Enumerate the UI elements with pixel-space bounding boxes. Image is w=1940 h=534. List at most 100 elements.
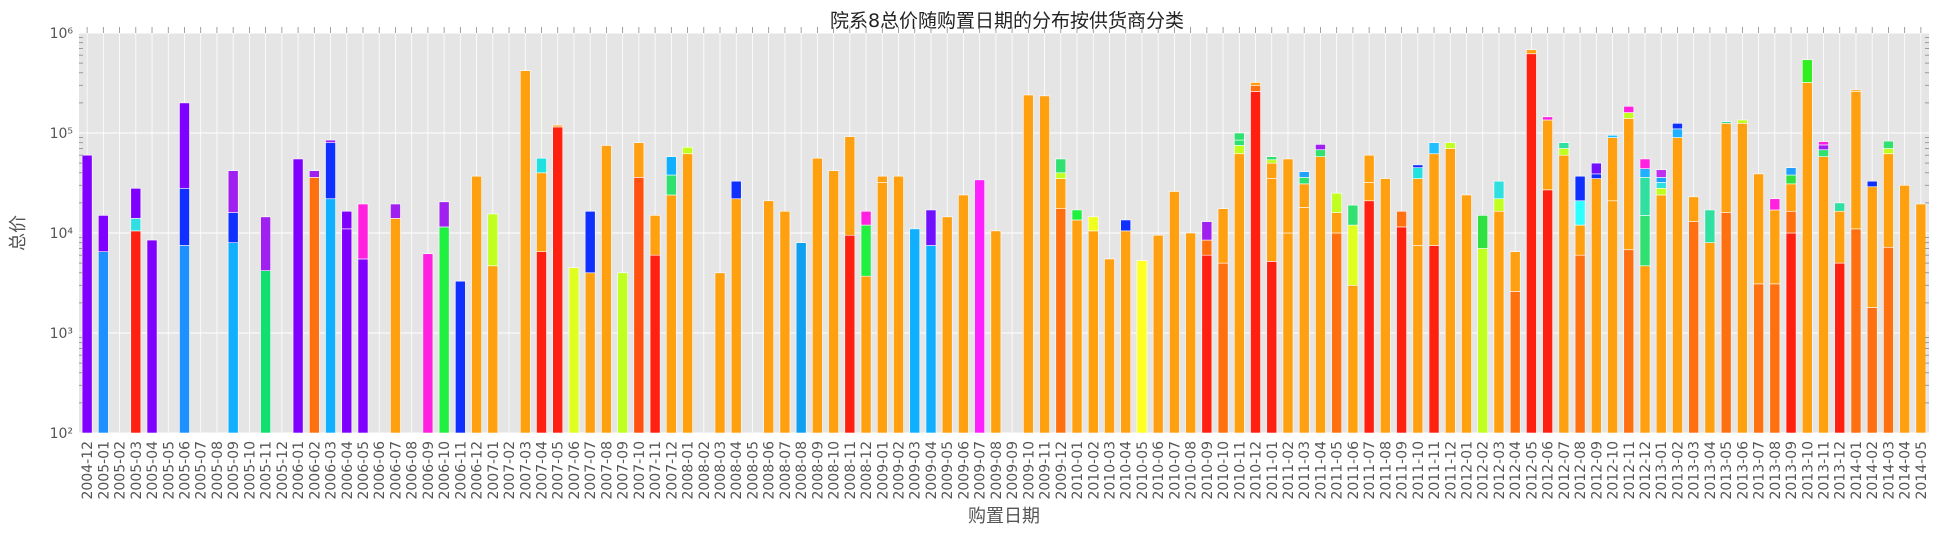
bar-segment bbox=[1672, 123, 1683, 130]
bar-segment bbox=[341, 210, 353, 230]
bar-segment bbox=[1298, 207, 1310, 434]
x-tick-label: 2006-04 bbox=[340, 441, 356, 500]
bar-segment bbox=[633, 177, 645, 434]
bar-segment bbox=[665, 174, 677, 196]
x-tick-label: 2008-01 bbox=[681, 441, 697, 500]
bar-segment bbox=[487, 213, 499, 267]
bar-segment bbox=[552, 124, 564, 128]
bar-segment bbox=[665, 194, 677, 434]
x-tick-label: 2006-09 bbox=[421, 441, 437, 500]
bar-segment bbox=[925, 245, 937, 434]
bar-segment bbox=[1315, 156, 1326, 434]
bar-segment bbox=[1055, 158, 1067, 174]
bar-segment bbox=[1169, 191, 1180, 434]
bar-segment bbox=[438, 201, 450, 228]
bar-segment bbox=[1623, 105, 1635, 113]
bar-segment bbox=[1477, 215, 1489, 249]
bar-segment bbox=[1509, 251, 1521, 292]
bar-segment bbox=[1818, 144, 1829, 151]
bar-segment bbox=[1558, 142, 1570, 149]
x-tick-label: 2007-10 bbox=[632, 441, 648, 500]
bar-segment bbox=[1785, 183, 1797, 212]
bar-segment bbox=[536, 251, 547, 434]
bar-segment bbox=[1720, 121, 1732, 124]
x-tick-label: 2010-07 bbox=[1167, 441, 1183, 500]
x-tick-label: 2005-05 bbox=[161, 441, 177, 500]
bar-segment bbox=[682, 153, 693, 434]
bar-segment bbox=[584, 210, 596, 274]
bar-segment bbox=[1785, 174, 1797, 185]
x-tick-label: 2009-04 bbox=[924, 441, 940, 500]
x-tick-label: 2013-09 bbox=[1784, 441, 1800, 500]
x-tick-label: 2008-12 bbox=[859, 441, 875, 500]
x-tick-label: 2007-07 bbox=[583, 441, 599, 500]
bar-segment bbox=[1737, 119, 1748, 124]
x-tick-label: 2009-01 bbox=[875, 441, 891, 500]
x-tick-label: 2010-06 bbox=[1151, 441, 1167, 500]
bar-segment bbox=[1655, 182, 1667, 189]
x-tick-label: 2012-06 bbox=[1541, 441, 1557, 500]
bar-segment bbox=[1558, 148, 1570, 156]
bar-segment bbox=[1623, 118, 1635, 251]
bar-segment bbox=[1915, 203, 1927, 434]
x-tick-label: 2013-11 bbox=[1817, 441, 1833, 500]
bar-segment bbox=[1233, 132, 1245, 141]
x-tick-label: 2006-03 bbox=[324, 441, 340, 500]
x-tick-label: 2012-12 bbox=[1638, 441, 1654, 500]
bar-segment bbox=[1412, 164, 1424, 168]
bar-segment bbox=[1607, 137, 1618, 202]
bar-segment bbox=[98, 215, 109, 253]
bar-segment bbox=[1493, 180, 1505, 200]
bar-segment bbox=[1233, 145, 1245, 155]
bar-segment bbox=[1688, 221, 1700, 434]
x-tick-label: 2010-12 bbox=[1249, 441, 1265, 500]
bar-segment bbox=[422, 253, 434, 434]
bar-segment bbox=[227, 170, 239, 213]
x-tick-label: 2010-04 bbox=[1119, 441, 1135, 500]
bar-segment bbox=[1201, 254, 1213, 434]
x-tick-label: 2009-03 bbox=[908, 441, 924, 500]
x-tick-label: 2013-01 bbox=[1654, 441, 1670, 500]
x-tick-label: 2014-04 bbox=[1898, 441, 1914, 500]
bar-segment bbox=[1217, 262, 1229, 434]
x-tick-label: 2013-03 bbox=[1687, 441, 1703, 500]
bar-segment bbox=[1250, 84, 1261, 92]
bar-segment bbox=[1055, 172, 1067, 179]
bar-segment bbox=[1347, 224, 1359, 286]
bar-segment bbox=[860, 275, 872, 434]
bar-segment bbox=[1266, 178, 1278, 262]
x-tick-label: 2012-02 bbox=[1476, 441, 1492, 500]
bar-segment bbox=[1737, 123, 1748, 434]
x-tick-label: 2009-09 bbox=[1005, 441, 1021, 500]
bar-segment bbox=[308, 177, 320, 434]
bar-segment bbox=[1250, 82, 1261, 86]
bar-segment bbox=[1834, 202, 1846, 212]
bar-segment bbox=[487, 265, 499, 434]
x-tick-label: 2006-10 bbox=[437, 441, 453, 500]
bar-segment bbox=[357, 203, 369, 260]
x-tick-label: 2012-11 bbox=[1622, 441, 1638, 500]
x-axis-label: 购置日期 bbox=[968, 506, 1040, 527]
x-tick-label: 2005-10 bbox=[242, 441, 258, 500]
bar-segment bbox=[1785, 232, 1797, 434]
x-tick-label: 2007-09 bbox=[616, 441, 632, 500]
bar-segment bbox=[1298, 171, 1310, 178]
x-tick-label: 2005-02 bbox=[113, 441, 129, 500]
x-tick-label: 2010-01 bbox=[1070, 441, 1086, 500]
x-tick-label: 2011-10 bbox=[1411, 441, 1427, 500]
x-tick-label: 2011-03 bbox=[1297, 441, 1313, 500]
x-tick-label: 2007-06 bbox=[567, 441, 583, 500]
bar-segment bbox=[958, 194, 969, 434]
x-tick-label: 2005-11 bbox=[259, 441, 275, 500]
bar-segment bbox=[1380, 178, 1391, 434]
bar-segment bbox=[1217, 208, 1229, 264]
bar-segment bbox=[1428, 245, 1440, 434]
bar-segment bbox=[519, 70, 531, 434]
bar-segment bbox=[1071, 209, 1083, 221]
y-axis-label: 总价 bbox=[8, 215, 29, 251]
bar-segment bbox=[1461, 194, 1472, 434]
bar-segment bbox=[1136, 260, 1148, 434]
bar-segment bbox=[730, 180, 742, 200]
y-axis: 10² 10³ 10⁴ 10⁵ 10⁶ bbox=[50, 26, 1929, 442]
bar-segment bbox=[1834, 210, 1846, 264]
